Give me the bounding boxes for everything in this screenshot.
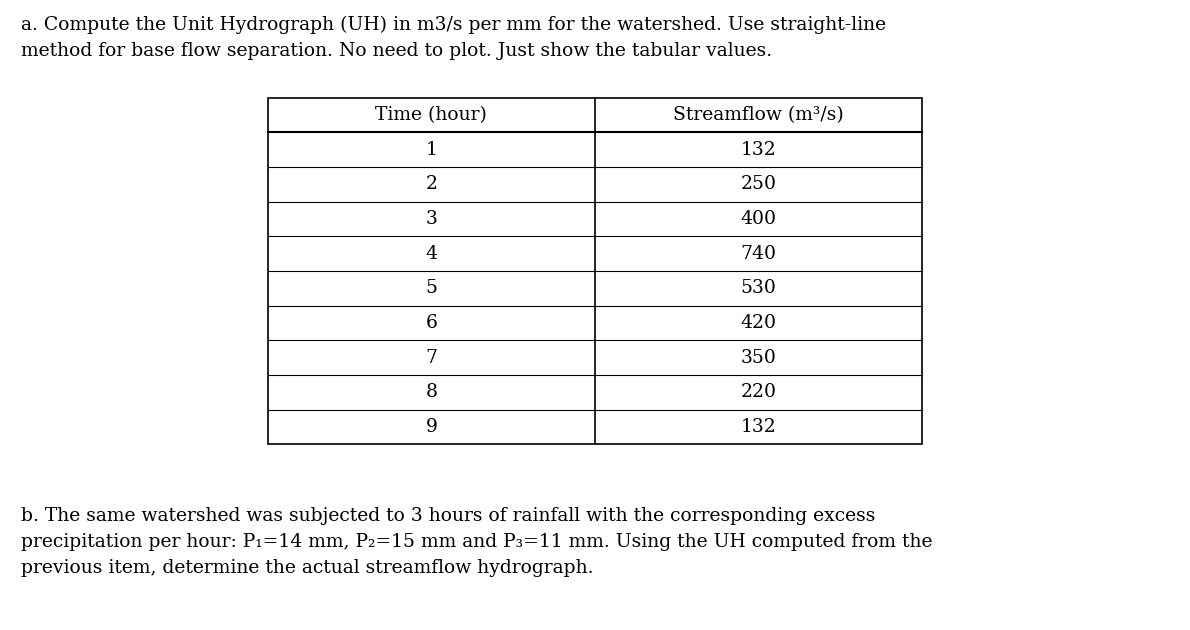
Text: 2: 2 <box>425 175 438 193</box>
Text: 8: 8 <box>425 383 438 401</box>
Text: 4: 4 <box>425 244 438 263</box>
Text: 400: 400 <box>740 210 777 228</box>
Text: Streamflow (m³/s): Streamflow (m³/s) <box>674 106 844 124</box>
Text: 7: 7 <box>425 348 438 367</box>
Text: 5: 5 <box>425 279 438 297</box>
Text: 530: 530 <box>740 279 777 297</box>
Text: 1: 1 <box>426 140 437 159</box>
Text: b. The same watershed was subjected to 3 hours of rainfall with the correspondin: b. The same watershed was subjected to 3… <box>21 507 933 576</box>
Text: 9: 9 <box>426 418 437 436</box>
Text: 220: 220 <box>740 383 777 401</box>
Text: 740: 740 <box>740 244 777 263</box>
Text: 350: 350 <box>740 348 777 367</box>
Text: a. Compute the Unit Hydrograph (UH) in m3/s per mm for the watershed. Use straig: a. Compute the Unit Hydrograph (UH) in m… <box>21 16 887 60</box>
Bar <box>268 98 922 444</box>
Text: 3: 3 <box>426 210 437 228</box>
Text: 250: 250 <box>740 175 777 193</box>
Text: Time (hour): Time (hour) <box>375 106 488 124</box>
Text: 132: 132 <box>740 140 777 159</box>
Text: 132: 132 <box>740 418 777 436</box>
Text: 420: 420 <box>740 314 777 332</box>
Text: 6: 6 <box>426 314 437 332</box>
